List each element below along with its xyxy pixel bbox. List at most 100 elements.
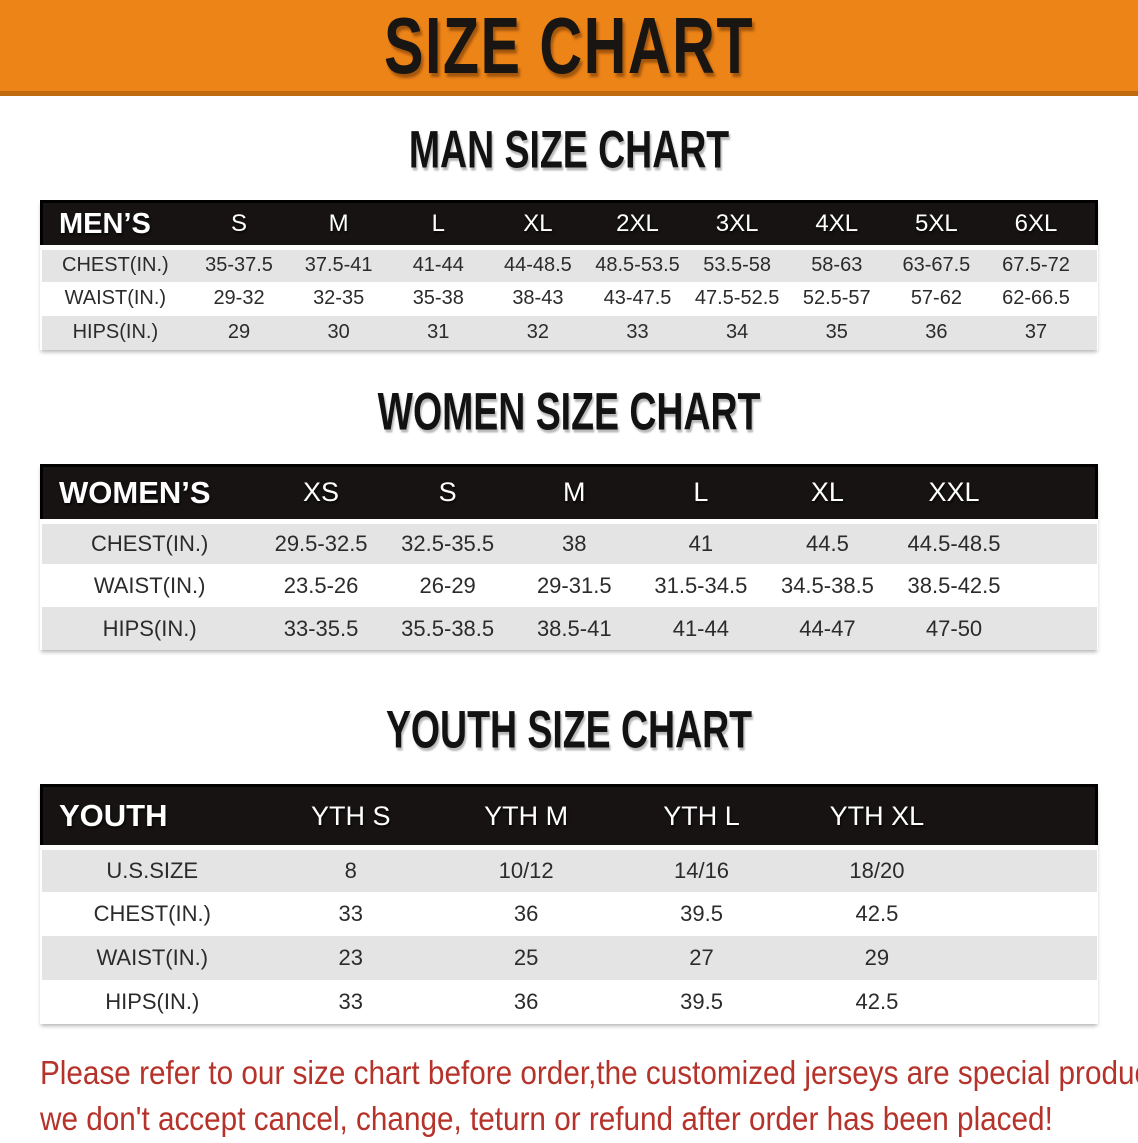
value-cell: 41 xyxy=(638,521,765,564)
spacer-cell xyxy=(1017,564,1096,607)
column-header-cell: 4XL xyxy=(787,202,887,248)
value-cell: 39.5 xyxy=(614,980,789,1024)
spacer-cell xyxy=(1086,202,1097,248)
value-cell: 30 xyxy=(289,316,389,350)
value-cell: 36 xyxy=(438,892,613,936)
value-cell: 41-44 xyxy=(638,607,765,650)
column-header-cell: XL xyxy=(764,465,891,521)
value-cell: 26-29 xyxy=(384,564,511,607)
column-header-cell: L xyxy=(638,465,765,521)
row-label-cell: WAIST(IN.) xyxy=(42,564,258,607)
row-label-cell: CHEST(IN.) xyxy=(42,521,258,564)
column-header-cell: M xyxy=(511,465,638,521)
table-title-cell: YOUTH xyxy=(42,786,264,848)
spacer-cell xyxy=(965,892,1097,936)
value-cell: 48.5-53.5 xyxy=(588,248,688,282)
youth-section-heading: YOUTH SIZE CHART xyxy=(159,703,978,756)
value-cell: 35-38 xyxy=(388,282,488,316)
column-header-cell: XL xyxy=(488,202,588,248)
value-cell: 23.5-26 xyxy=(258,564,385,607)
value-cell: 33 xyxy=(263,892,438,936)
value-cell: 36 xyxy=(887,316,987,350)
value-cell: 33 xyxy=(588,316,688,350)
spacer-cell xyxy=(965,936,1097,980)
value-cell: 52.5-57 xyxy=(787,282,887,316)
value-cell: 37.5-41 xyxy=(289,248,389,282)
value-cell: 23 xyxy=(263,936,438,980)
row-label-cell: WAIST(IN.) xyxy=(42,282,190,316)
value-cell: 29 xyxy=(789,936,964,980)
value-cell: 29-32 xyxy=(189,282,289,316)
row-label-cell: U.S.SIZE xyxy=(42,848,264,892)
column-header-cell: XS xyxy=(258,465,385,521)
value-cell: 8 xyxy=(263,848,438,892)
value-cell: 36 xyxy=(438,980,613,1024)
row-label-cell: CHEST(IN.) xyxy=(42,248,190,282)
row-label-cell: WAIST(IN.) xyxy=(42,936,264,980)
value-cell: 25 xyxy=(438,936,613,980)
size-chart-banner: SIZE CHART xyxy=(0,0,1138,96)
row-label-cell: HIPS(IN.) xyxy=(42,980,264,1024)
value-cell: 37 xyxy=(986,316,1086,350)
value-cell: 35-37.5 xyxy=(189,248,289,282)
spacer-cell xyxy=(1086,316,1097,350)
value-cell: 10/12 xyxy=(438,848,613,892)
disclaimer-text: Please refer to our size chart before or… xyxy=(40,1050,1028,1143)
value-cell: 29-31.5 xyxy=(511,564,638,607)
value-cell: 44-48.5 xyxy=(488,248,588,282)
column-header-cell: 5XL xyxy=(887,202,987,248)
value-cell: 63-67.5 xyxy=(887,248,987,282)
column-header-cell: 2XL xyxy=(588,202,688,248)
women-section-heading: WOMEN SIZE CHART xyxy=(159,385,978,438)
value-cell: 62-66.5 xyxy=(986,282,1086,316)
disclaimer-line-2: we don't accept cancel, change, teturn o… xyxy=(40,1096,1028,1143)
column-header-cell: XXL xyxy=(891,465,1018,521)
disclaimer-line-1: Please refer to our size chart before or… xyxy=(40,1050,1028,1097)
value-cell: 53.5-58 xyxy=(687,248,787,282)
row-label-cell: CHEST(IN.) xyxy=(42,892,264,936)
value-cell: 34.5-38.5 xyxy=(764,564,891,607)
value-cell: 32-35 xyxy=(289,282,389,316)
value-cell: 14/16 xyxy=(614,848,789,892)
spacer-cell xyxy=(965,848,1097,892)
value-cell: 31.5-34.5 xyxy=(638,564,765,607)
value-cell: 47.5-52.5 xyxy=(687,282,787,316)
value-cell: 38 xyxy=(511,521,638,564)
spacer-cell xyxy=(1086,282,1097,316)
column-header-cell: S xyxy=(384,465,511,521)
value-cell: 38.5-41 xyxy=(511,607,638,650)
column-header-cell: 6XL xyxy=(986,202,1086,248)
column-header-cell: 3XL xyxy=(687,202,787,248)
spacer-cell xyxy=(1017,521,1096,564)
spacer-cell xyxy=(1017,465,1096,521)
value-cell: 58-63 xyxy=(787,248,887,282)
value-cell: 33-35.5 xyxy=(258,607,385,650)
column-header-cell: M xyxy=(289,202,389,248)
value-cell: 67.5-72 xyxy=(986,248,1086,282)
value-cell: 44-47 xyxy=(764,607,891,650)
column-header-cell: S xyxy=(189,202,289,248)
value-cell: 47-50 xyxy=(891,607,1018,650)
value-cell: 32.5-35.5 xyxy=(384,521,511,564)
value-cell: 18/20 xyxy=(789,848,964,892)
spacer-cell xyxy=(1086,248,1097,282)
value-cell: 31 xyxy=(388,316,488,350)
value-cell: 35 xyxy=(787,316,887,350)
banner-title: SIZE CHART xyxy=(384,6,754,86)
value-cell: 42.5 xyxy=(789,892,964,936)
value-cell: 44.5-48.5 xyxy=(891,521,1018,564)
value-cell: 29.5-32.5 xyxy=(258,521,385,564)
value-cell: 43-47.5 xyxy=(588,282,688,316)
